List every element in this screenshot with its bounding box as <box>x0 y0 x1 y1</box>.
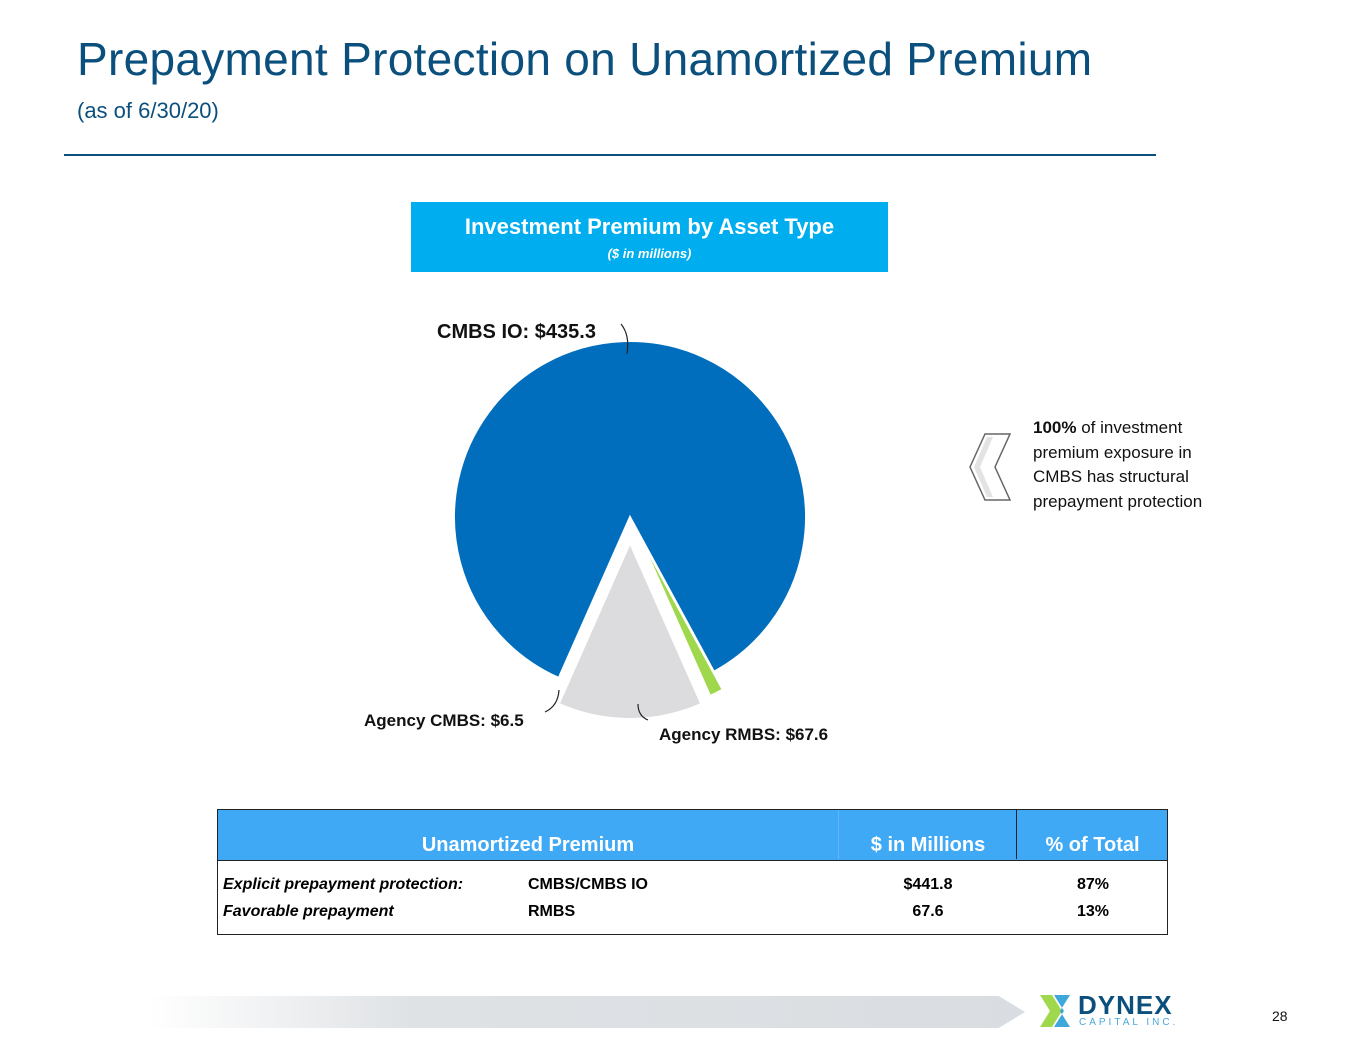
logo-name: DYNEX <box>1078 990 1173 1020</box>
slice-label-agency-rmbs: Agency RMBS: $67.6 <box>659 725 829 744</box>
slice-label-cmbs-io: CMBS IO: $435.3 <box>437 321 596 343</box>
table-row: Explicit prepayment protection: CMBS/CMB… <box>218 876 1167 902</box>
callout-bold: 100% <box>1033 418 1077 437</box>
chart-title: Investment Premium by Asset Type <box>464 214 835 239</box>
row-amount: $441.8 <box>903 876 953 893</box>
chart-units: ($ in millions) <box>607 246 692 261</box>
row-pct: 13% <box>1076 903 1110 920</box>
pie-slice-agency-cmbs <box>637 534 725 698</box>
row-amount: 67.6 <box>912 903 944 920</box>
page-title: Prepayment Protection on Unamortized Pre… <box>77 33 1093 85</box>
page-subtitle: (as of 6/30/20) <box>77 98 219 123</box>
row-category: Explicit prepayment protection: <box>223 876 464 893</box>
row-pct: 87% <box>1076 876 1110 893</box>
leader-line-agency-rmbs <box>637 703 649 721</box>
footer-band <box>150 996 1025 1028</box>
leader-line-agency-cmbs <box>544 689 560 713</box>
row-category: Favorable prepayment <box>223 903 394 920</box>
dynex-logo-icon <box>1040 995 1070 1027</box>
chart-header: Investment Premium by Asset Type ($ in m… <box>411 202 888 272</box>
row-type: RMBS <box>528 903 576 920</box>
chevron-left-icon <box>969 433 1012 501</box>
pie-slice-cmbs-io <box>453 340 807 680</box>
table-header-pct: % of Total <box>1016 810 1168 859</box>
leader-line-cmbs-io <box>620 323 629 355</box>
page-number: 28 <box>1272 1008 1288 1024</box>
callout-body: of investment premium exposure in CMBS h… <box>1033 418 1203 511</box>
pie-slice-agency-rmbs <box>557 540 703 720</box>
logo-subtitle: CAPITAL INC. <box>1079 1017 1179 1028</box>
table-header: Unamortized Premium $ in Millions % of T… <box>218 810 1167 861</box>
table-header-premium: Unamortized Premium <box>421 834 635 856</box>
premium-table: Unamortized Premium $ in Millions % of T… <box>217 809 1168 935</box>
title-divider <box>64 154 1156 156</box>
callout-text: 100% of investment premium exposure in C… <box>1033 416 1243 514</box>
table-header-millions: $ in Millions <box>838 810 1017 859</box>
row-type: CMBS/CMBS IO <box>528 876 648 893</box>
slice-label-agency-cmbs: Agency CMBS: $6.5 <box>364 711 524 730</box>
table-row: Favorable prepayment RMBS 67.6 13% <box>218 903 1167 929</box>
